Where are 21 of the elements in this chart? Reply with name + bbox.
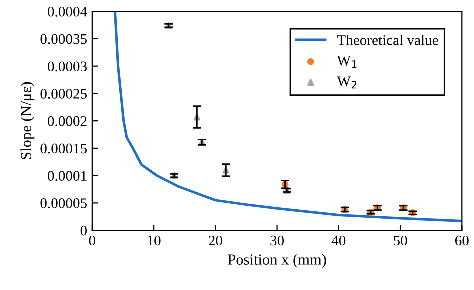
- x-tick-label: 40: [332, 236, 346, 246]
- y-tick-label: 0.00025: [40, 89, 87, 99]
- y-tick-label: 0.0003: [48, 62, 87, 72]
- y-tick-label: 0.0001: [48, 171, 87, 182]
- legend-label: Theoretical value: [337, 35, 438, 46]
- legend-label: W$_{2}$: [337, 76, 357, 89]
- x-tick-label: 20: [209, 236, 222, 246]
- y-tick-label: 0.00035: [40, 34, 87, 44]
- y-tick-label: 0.0002: [48, 116, 87, 126]
- x-axis-title: Position x (mm): [228, 254, 326, 268]
- y-tick-label: 0.0004: [48, 6, 88, 17]
- x-tick-label: 60: [455, 236, 469, 246]
- x-tick-label: 30: [270, 236, 284, 246]
- x-tick-label: 50: [394, 236, 408, 246]
- x-tick-label: 0: [89, 236, 96, 246]
- x-tick-label: 10: [148, 236, 161, 246]
- y-tick-label: 0.00015: [40, 144, 87, 154]
- y-tick-label: 0.00005: [40, 198, 87, 208]
- legend-label: W$_{1}$: [337, 56, 357, 68]
- y-axis-title: Slope (N/με): [20, 82, 35, 160]
- y-tick-label: 0: [80, 226, 88, 236]
